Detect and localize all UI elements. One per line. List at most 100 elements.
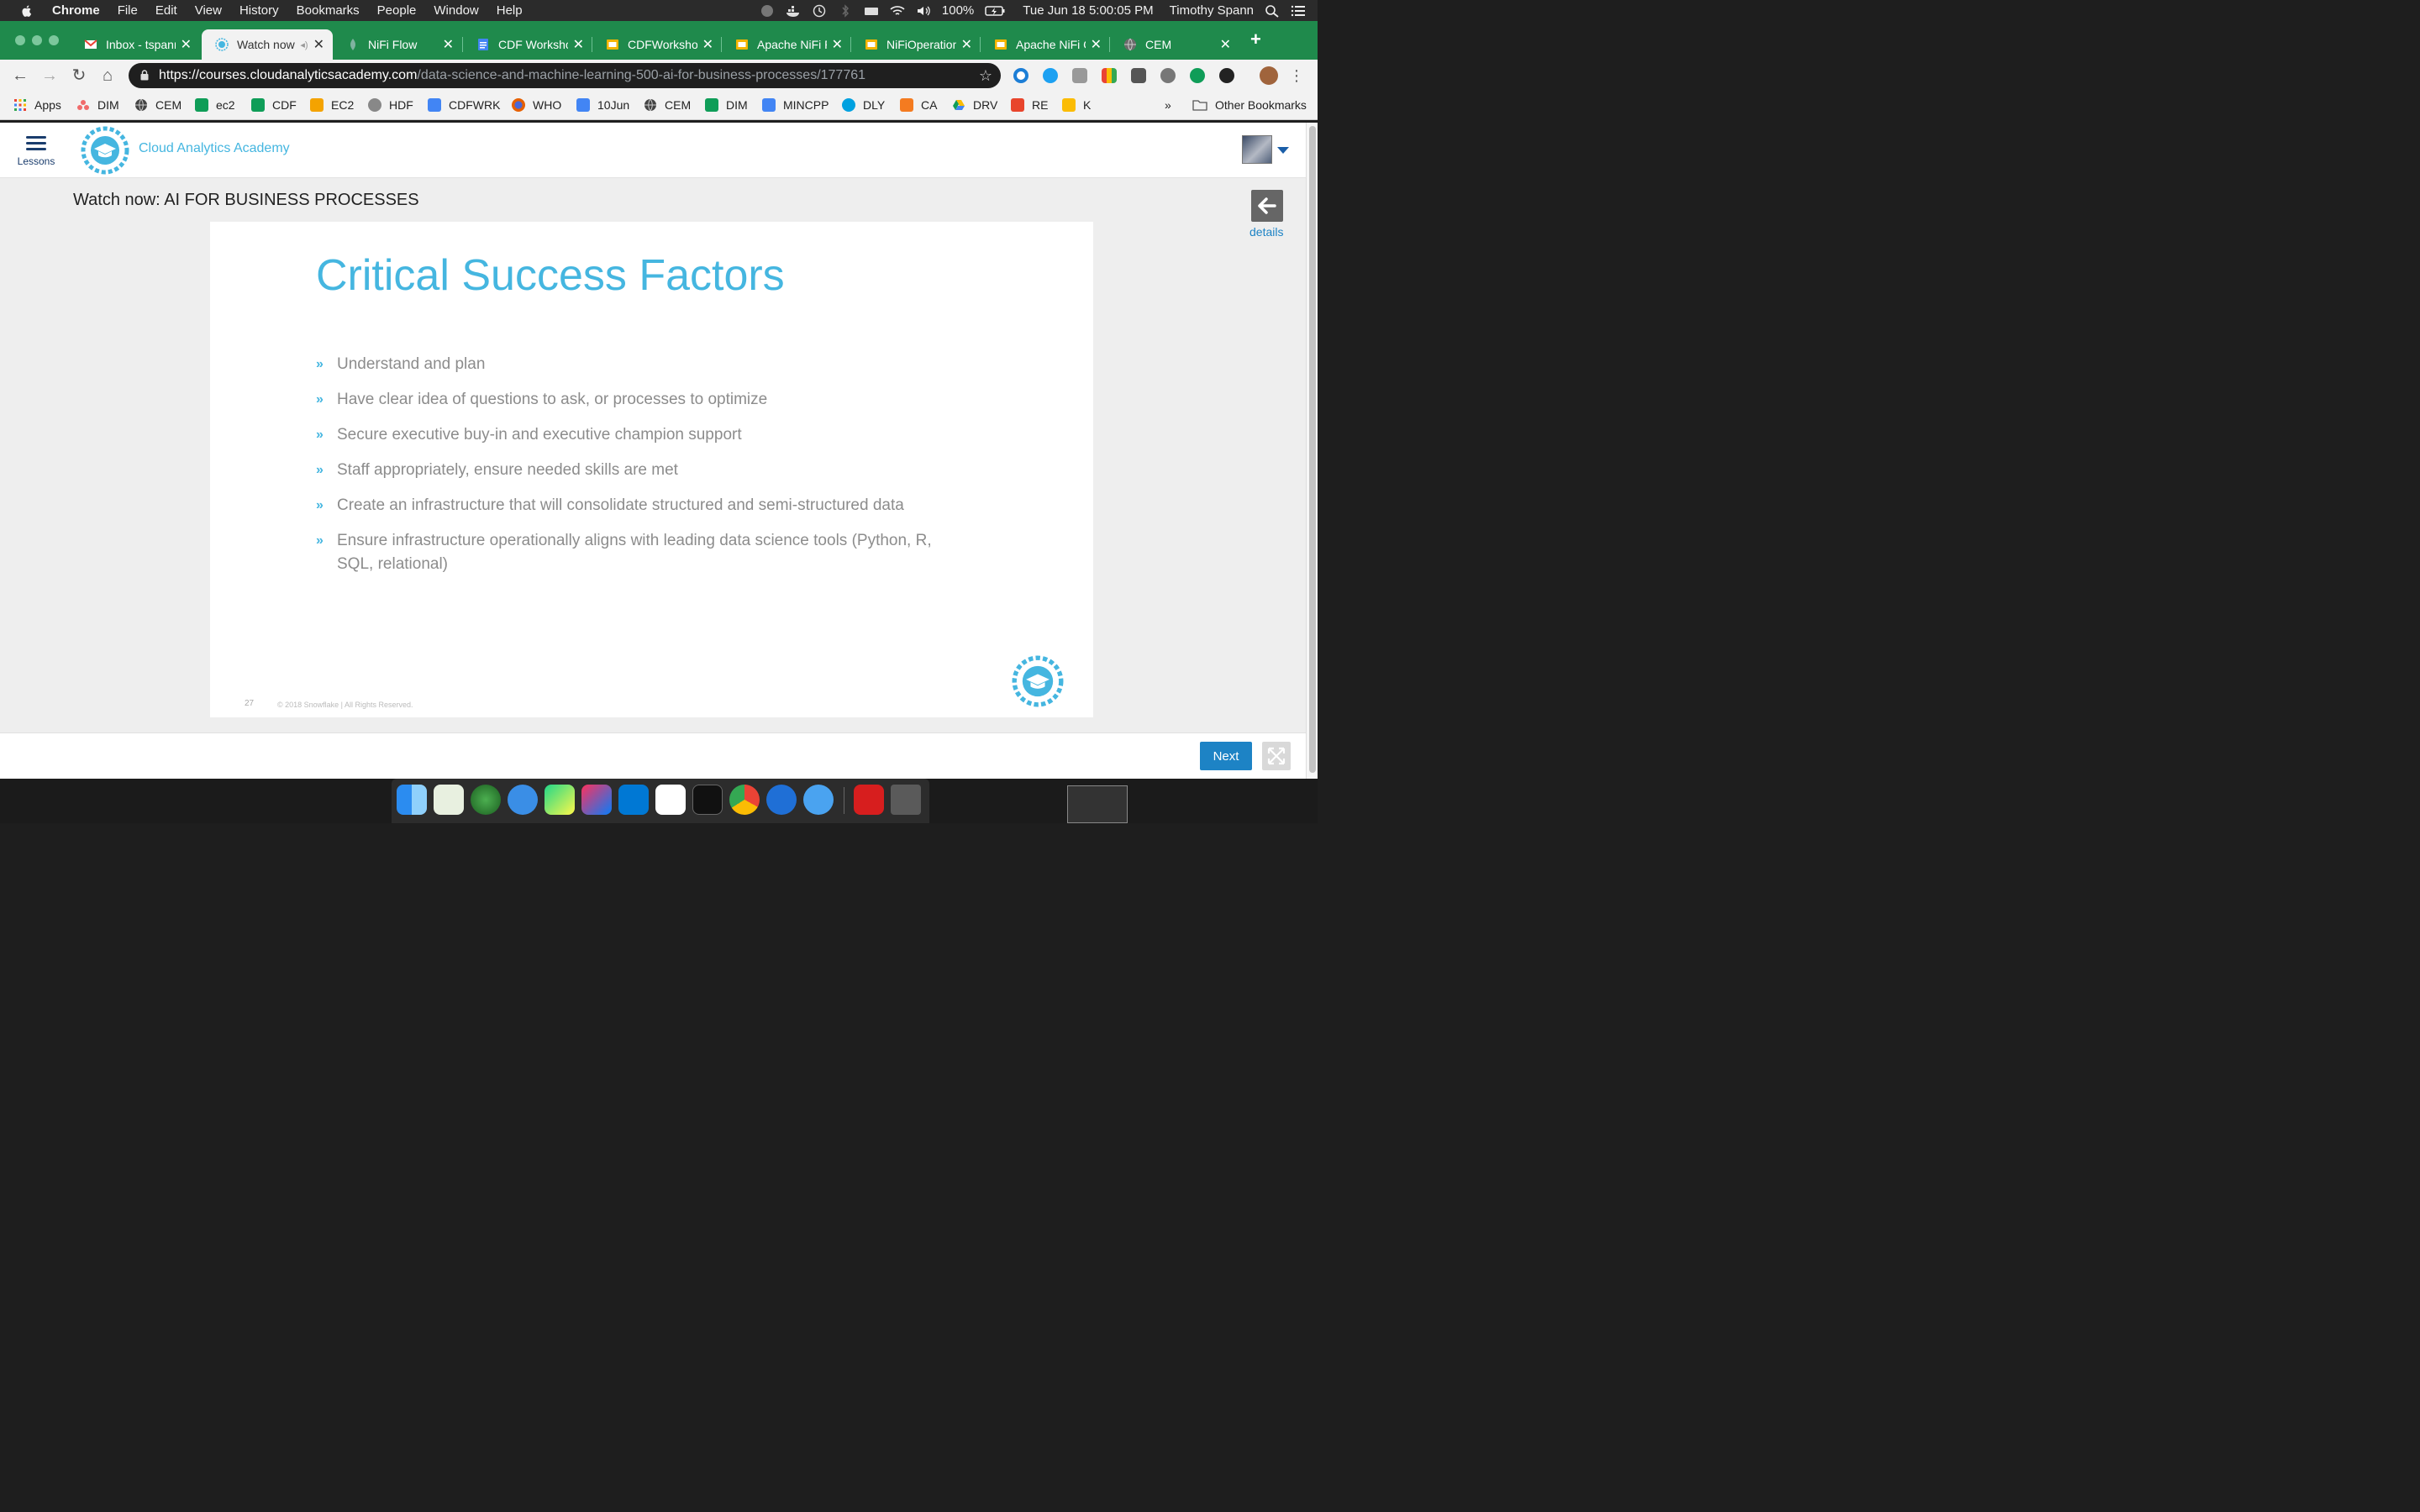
bookmark-cdf[interactable]: CDF	[251, 98, 297, 112]
tab-close-icon[interactable]: ✕	[1219, 38, 1231, 52]
tab-cdfworkshop-slides[interactable]: CDFWorkshop ✕	[592, 29, 722, 60]
hortonworks-icon[interactable]	[434, 785, 464, 815]
page-scrollbar[interactable]	[1306, 123, 1318, 779]
battery-charging-icon[interactable]	[985, 4, 1005, 18]
network-globe-icon[interactable]	[471, 785, 501, 815]
tab-close-icon[interactable]: ✕	[572, 38, 584, 52]
bookmarks-overflow-button[interactable]: »	[1165, 98, 1171, 112]
tab-apache-nifi-c[interactable]: Apache NiFi C ✕	[981, 29, 1110, 60]
tab-close-icon[interactable]: ✕	[180, 38, 192, 52]
bookmark-dim[interactable]: DIM	[76, 98, 119, 112]
forward-arrow-icon[interactable]: →	[41, 66, 58, 85]
window-minimize-button[interactable]	[32, 35, 42, 45]
back-arrow-icon[interactable]: ←	[12, 66, 29, 85]
window-close-button[interactable]	[15, 35, 25, 45]
brand-name[interactable]: Cloud Analytics Academy	[139, 141, 290, 155]
trash-icon[interactable]	[891, 785, 921, 815]
window-zoom-button[interactable]	[49, 35, 59, 45]
chrome-icon[interactable]	[729, 785, 760, 815]
bookmark-cem-2[interactable]: CEM	[644, 98, 691, 112]
extension-chat-icon[interactable]	[1219, 68, 1234, 83]
user-avatar[interactable]	[1242, 135, 1272, 164]
bookmark-dly[interactable]: DLY	[842, 98, 885, 112]
bookmark-ca[interactable]: CA	[900, 98, 937, 112]
extension-circle-icon[interactable]	[1013, 68, 1028, 83]
tab-close-icon[interactable]: ✕	[702, 38, 713, 52]
menu-app-chrome[interactable]: Chrome	[52, 3, 100, 18]
vscode-icon[interactable]	[618, 785, 649, 815]
bookmark-10jun[interactable]: 10Jun	[576, 98, 629, 112]
tab-nifi-flow[interactable]: NiFi Flow ✕	[333, 29, 462, 60]
slack-icon[interactable]	[655, 785, 686, 815]
menu-file[interactable]: File	[117, 3, 138, 18]
fullscreen-button[interactable]	[1262, 742, 1291, 770]
twitter-icon[interactable]	[1043, 68, 1058, 83]
memory-icon[interactable]	[864, 4, 879, 18]
bookmark-apps[interactable]: Apps	[13, 98, 61, 112]
lock-icon[interactable]	[140, 70, 149, 81]
profile-avatar-icon[interactable]	[1260, 66, 1278, 85]
caret-down-icon[interactable]	[1277, 147, 1289, 154]
menu-edit[interactable]: Edit	[155, 3, 177, 18]
menubar-user[interactable]: Timothy Spann	[1169, 3, 1254, 18]
menu-people[interactable]: People	[376, 3, 417, 18]
status-dot-icon[interactable]	[760, 4, 775, 18]
address-bar[interactable]: https://courses.cloudanalyticsacademy.co…	[129, 63, 1001, 88]
apple-logo-icon[interactable]	[18, 4, 35, 18]
tab-close-icon[interactable]: ✕	[442, 38, 454, 52]
tab-cem[interactable]: CEM ✕	[1110, 29, 1239, 60]
bookmark-k[interactable]: K	[1062, 98, 1091, 112]
time-machine-icon[interactable]	[812, 4, 827, 18]
volume-icon[interactable]	[916, 4, 931, 18]
intellij-icon[interactable]	[581, 785, 612, 815]
home-icon[interactable]: ⌂	[102, 66, 113, 85]
extension-green-dot-icon[interactable]	[1190, 68, 1205, 83]
simplenote-icon[interactable]	[508, 785, 538, 815]
reload-icon[interactable]: ↻	[71, 66, 87, 85]
bookmark-ec2[interactable]: EC2	[310, 98, 354, 112]
tab-close-icon[interactable]: ✕	[1090, 38, 1102, 52]
menubar-clock[interactable]: Tue Jun 18 5:00:05 PM	[1023, 3, 1154, 18]
new-tab-button[interactable]: +	[1250, 29, 1261, 50]
extension-bulb-icon[interactable]	[1131, 68, 1146, 83]
docker-whale-icon[interactable]	[786, 4, 801, 18]
details-label[interactable]: details	[1249, 225, 1284, 239]
menu-bookmarks[interactable]: Bookmarks	[296, 3, 360, 18]
mail-icon[interactable]	[803, 785, 834, 815]
menu-help[interactable]: Help	[496, 3, 523, 18]
bookmark-hdf[interactable]: HDF	[368, 98, 413, 112]
tab-close-icon[interactable]: ✕	[960, 38, 972, 52]
bookmark-star-icon[interactable]: ☆	[978, 67, 992, 84]
tab-audio-icon[interactable]: ◂)	[300, 39, 308, 50]
bookmark-re[interactable]: RE	[1011, 98, 1048, 112]
details-button[interactable]	[1251, 190, 1283, 222]
bookmark-who[interactable]: WHO	[512, 98, 561, 112]
minimized-window-thumbnail[interactable]	[1067, 785, 1128, 823]
bluetooth-icon[interactable]	[838, 3, 853, 18]
finder-icon[interactable]	[397, 785, 427, 815]
bookmark-drv[interactable]: DRV	[952, 98, 997, 112]
bookmark-mincpp[interactable]: MINCPP	[762, 98, 829, 112]
menu-window[interactable]: Window	[434, 3, 479, 18]
tab-close-icon[interactable]: ✕	[313, 38, 324, 52]
scrollbar-thumb[interactable]	[1309, 126, 1316, 773]
notification-center-icon[interactable]	[1291, 4, 1306, 18]
cloud-academy-logo-icon[interactable]	[79, 126, 131, 175]
menu-history[interactable]: History	[239, 3, 279, 18]
tab-apache-nifi-p[interactable]: Apache NiFi P ✕	[722, 29, 851, 60]
bookmark-cem[interactable]: CEM	[134, 98, 182, 112]
terminal-icon[interactable]	[692, 785, 723, 815]
lessons-menu-button[interactable]: Lessons	[15, 136, 57, 167]
extension-google-icon[interactable]	[1102, 68, 1117, 83]
tab-inbox[interactable]: Inbox - tspann ✕	[71, 29, 200, 60]
bookmark-dim-2[interactable]: DIM	[705, 98, 748, 112]
tab-cdf-workshop-doc[interactable]: CDF Workshop ✕	[463, 29, 592, 60]
quicktime-icon[interactable]	[766, 785, 797, 815]
tab-close-icon[interactable]: ✕	[831, 38, 843, 52]
tab-watch-now[interactable]: Watch now ◂) ✕	[202, 29, 333, 60]
spotlight-search-icon[interactable]	[1265, 4, 1280, 18]
extension-robot-icon[interactable]	[1072, 68, 1087, 83]
bookmark-ec2-sheet[interactable]: ec2	[195, 98, 235, 112]
tab-nifi-operations[interactable]: NiFiOperations ✕	[851, 29, 981, 60]
wifi-icon[interactable]	[890, 4, 905, 18]
